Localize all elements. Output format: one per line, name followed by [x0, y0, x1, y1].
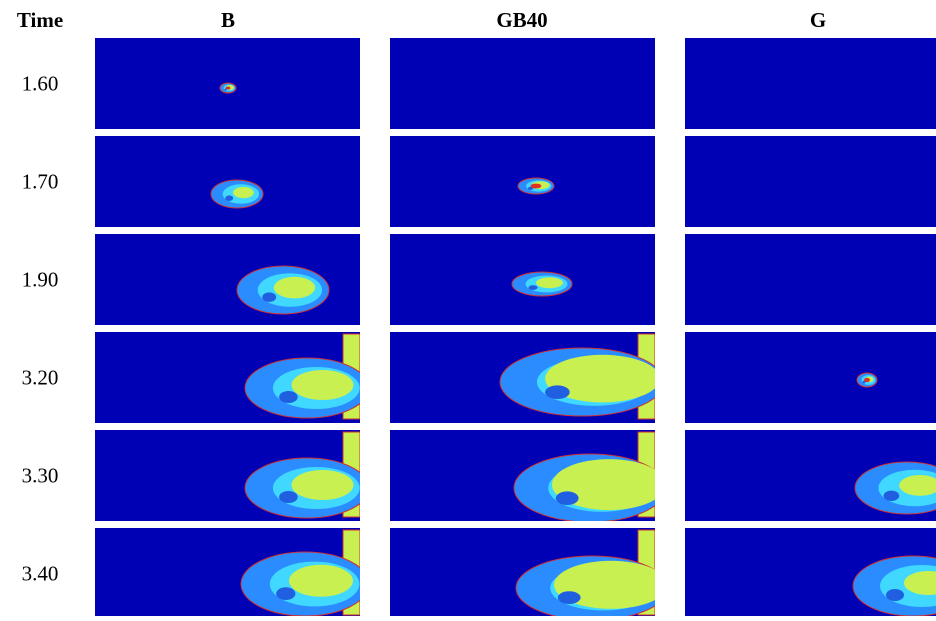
blob-spot: [276, 587, 295, 600]
panel: [685, 38, 936, 129]
column-header: G: [810, 8, 826, 32]
time-label: 1.90: [22, 267, 59, 291]
blob-spot: [262, 292, 276, 302]
blob-spot: [529, 285, 538, 290]
panel: [95, 332, 369, 423]
blob-spot: [886, 589, 904, 601]
panel: [95, 528, 369, 616]
blob-spot: [545, 385, 570, 399]
time-label: 3.20: [22, 365, 59, 389]
blob-yellow: [292, 470, 354, 500]
panel: [390, 38, 655, 129]
panel: [95, 430, 369, 521]
panel: [685, 430, 936, 521]
panel-background: [685, 332, 936, 423]
blob-yellow: [233, 187, 254, 198]
panel: [390, 528, 668, 616]
panel-background: [685, 38, 936, 129]
blob-spot: [279, 491, 298, 503]
blob-spot: [556, 491, 579, 505]
column-header: B: [221, 8, 235, 32]
time-label: 1.70: [22, 169, 59, 193]
blob-core: [226, 87, 231, 90]
time-label: 3.30: [22, 463, 59, 487]
figure-grid: Time B GB40 G 1.60 1.70 1.90 3.20 3.30 3.40: [0, 0, 936, 616]
column-header: GB40: [496, 8, 547, 32]
page: {"header": {"time": "Time", "columns": […: [0, 0, 936, 616]
blob-yellow: [274, 277, 315, 299]
time-header: Time: [17, 8, 63, 32]
blob-spot: [279, 391, 298, 403]
blob-core: [531, 184, 542, 189]
panel: [95, 38, 360, 129]
time-label: 1.60: [22, 71, 59, 95]
panel: [685, 234, 936, 325]
blob-spot: [225, 195, 233, 201]
time-label: 3.40: [22, 561, 59, 585]
panel-background: [685, 136, 936, 227]
blob-yellow: [289, 565, 353, 597]
panel: [95, 234, 360, 325]
panel: [390, 332, 664, 423]
panel: [390, 234, 655, 325]
blob-yellow: [536, 277, 563, 288]
panel-background: [390, 38, 655, 129]
blob-yellow: [292, 370, 354, 400]
panel: [95, 136, 360, 227]
panel-background: [685, 234, 936, 325]
blob-core: [864, 378, 870, 382]
panel: [685, 332, 936, 423]
panel: [685, 136, 936, 227]
blob-spot: [558, 591, 581, 604]
panel: [390, 430, 666, 522]
panel: [390, 136, 655, 227]
blob-spot: [884, 491, 900, 501]
panel: [685, 528, 936, 616]
